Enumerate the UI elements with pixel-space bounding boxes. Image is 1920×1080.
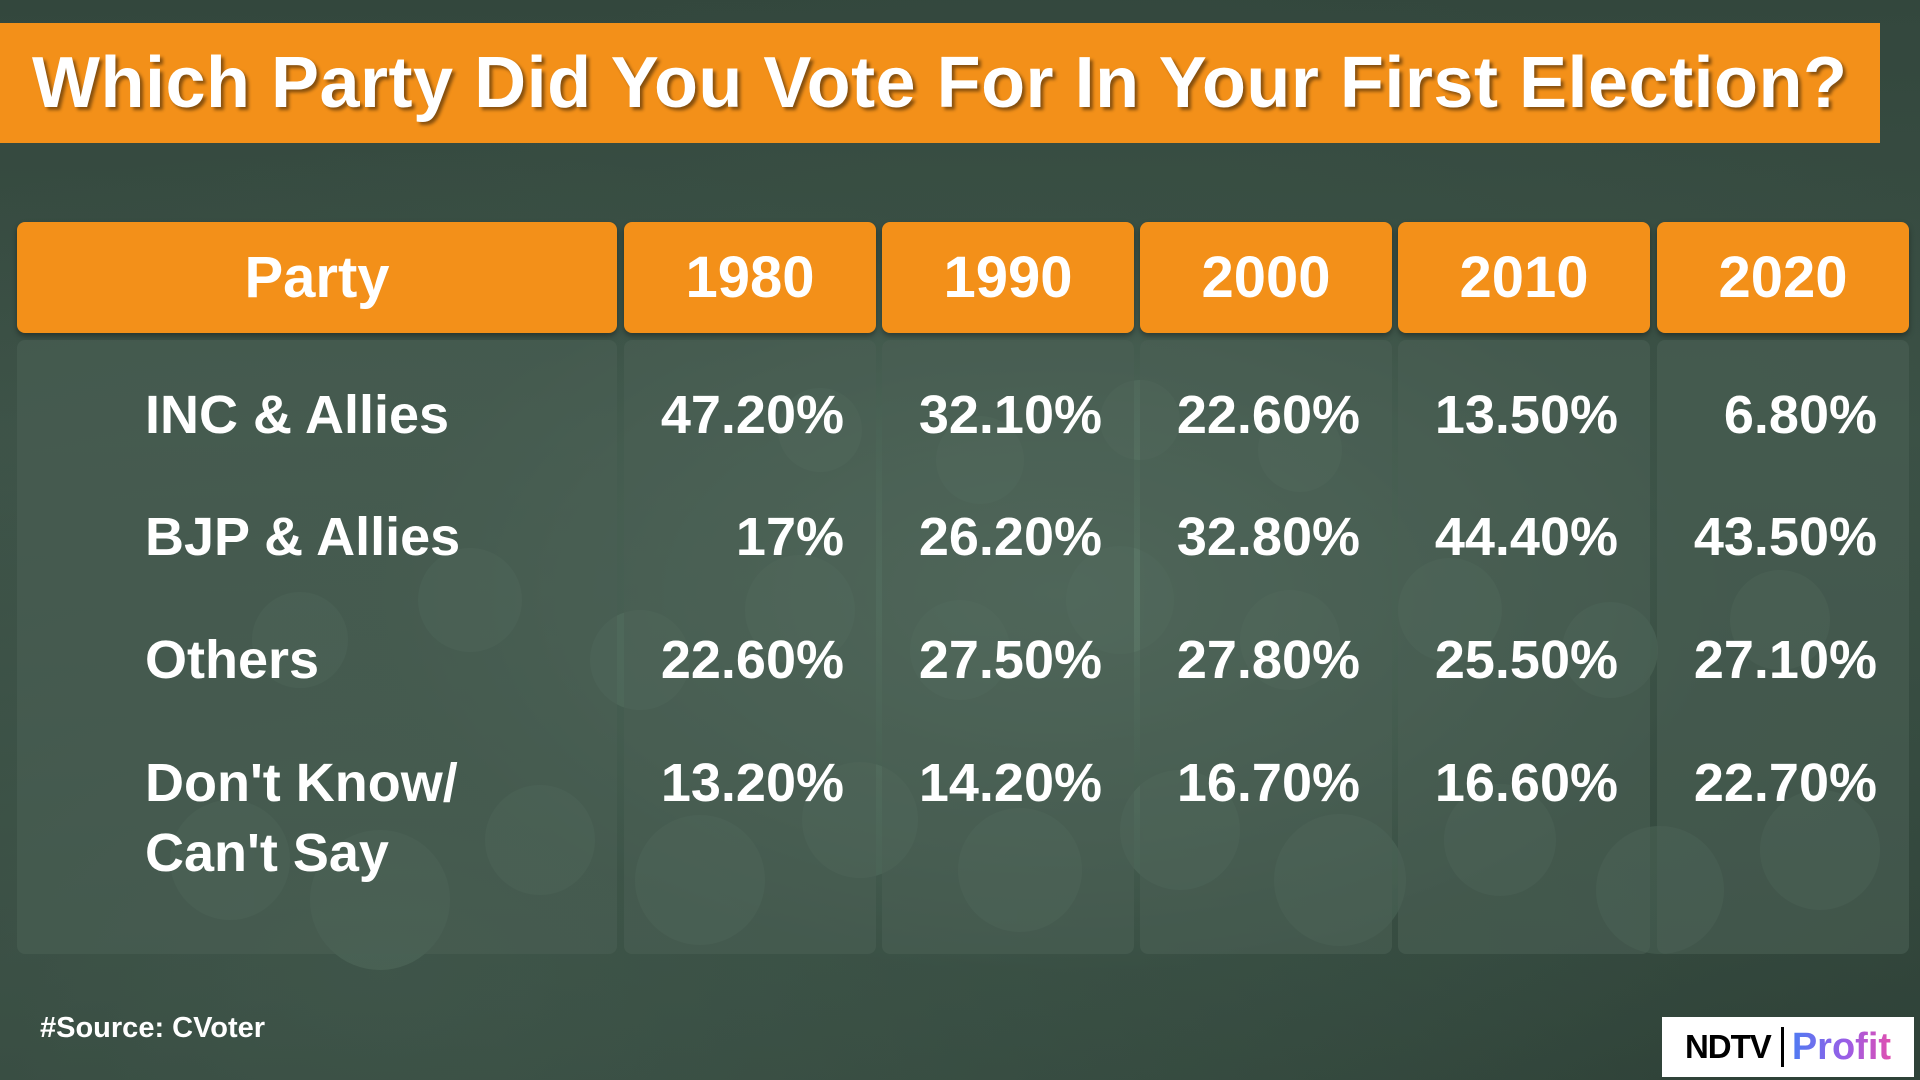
party-label: Others [145, 630, 320, 690]
value-cell: 16.70% [1176, 753, 1360, 813]
value-cell: 13.50% [1434, 385, 1618, 445]
party-label: Don't Know/ [145, 753, 458, 813]
column-2000 [1140, 340, 1392, 954]
column-header-2010: 2010 [1398, 222, 1650, 333]
value-cell: 22.70% [1693, 753, 1877, 813]
value-cell: 22.60% [660, 630, 844, 690]
chart-title: Which Party Did You Vote For In Your Fir… [32, 43, 1848, 123]
column-header-party: Party [17, 222, 617, 333]
value-cell: 44.40% [1434, 507, 1618, 567]
logo-profit-text: Profit [1791, 1025, 1892, 1068]
column-2010 [1398, 340, 1650, 954]
value-cell: 27.50% [918, 630, 1102, 690]
value-cell: 27.10% [1693, 630, 1877, 690]
value-cell: 22.60% [1176, 385, 1360, 445]
column-header-2000: 2000 [1140, 222, 1392, 333]
value-cell: 47.20% [660, 385, 844, 445]
party-column [17, 340, 617, 954]
value-cell: 25.50% [1434, 630, 1618, 690]
title-banner: Which Party Did You Vote For In Your Fir… [0, 23, 1880, 143]
logo-divider [1780, 1027, 1784, 1067]
column-2020 [1657, 340, 1909, 954]
column-1990 [882, 340, 1134, 954]
value-cell: 32.80% [1176, 507, 1360, 567]
logo-ndtv-text: NDTV [1684, 1028, 1772, 1065]
party-label: INC & Allies [145, 385, 450, 445]
party-label: BJP & Allies [145, 507, 461, 567]
column-header-2020: 2020 [1657, 222, 1909, 333]
value-cell: 17% [735, 507, 844, 567]
value-cell: 26.20% [918, 507, 1102, 567]
value-cell: 27.80% [1176, 630, 1360, 690]
value-cell: 6.80% [1723, 385, 1877, 445]
source-note: #Source: CVoter [40, 1012, 266, 1044]
column-1980 [624, 340, 876, 954]
ndtv-profit-logo: NDTV Profit [1662, 1017, 1914, 1077]
value-cell: 16.60% [1434, 753, 1618, 813]
value-cell: 13.20% [660, 753, 844, 813]
value-cell: 32.10% [918, 385, 1102, 445]
party-label: Can't Say [145, 823, 389, 883]
value-cell: 43.50% [1693, 507, 1877, 567]
column-header-1980: 1980 [624, 222, 876, 333]
column-header-1990: 1990 [882, 222, 1134, 333]
value-cell: 14.20% [918, 753, 1102, 813]
